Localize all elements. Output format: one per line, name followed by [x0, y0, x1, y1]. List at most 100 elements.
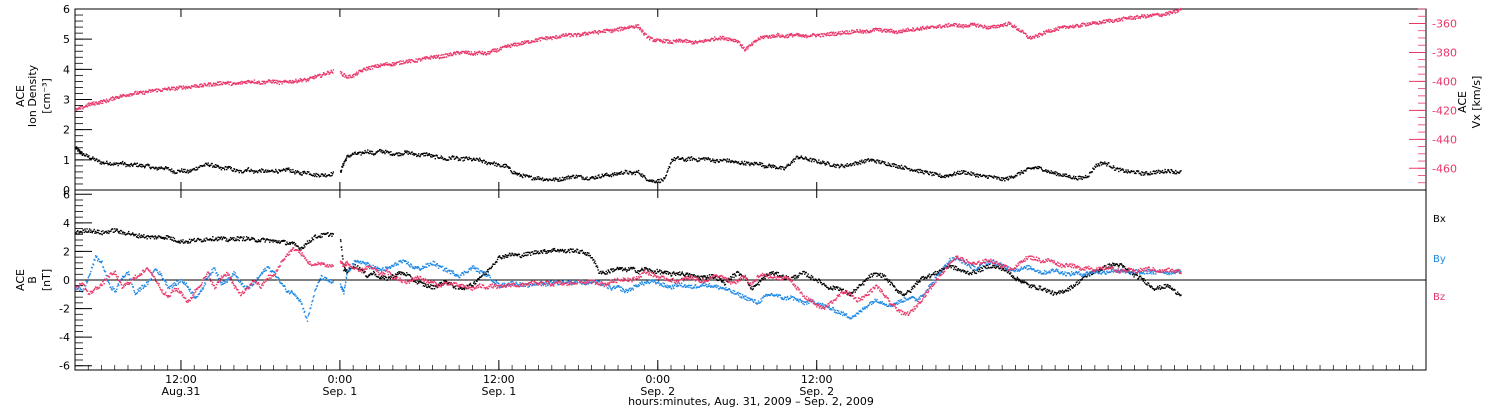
vx-point — [184, 86, 186, 88]
bx-point — [653, 272, 655, 274]
vx-point — [658, 39, 661, 42]
ion_density-point — [133, 162, 136, 164]
vx-point — [289, 79, 292, 82]
bx-point — [685, 272, 687, 274]
ion_density-point — [444, 158, 446, 160]
bx-point — [749, 287, 752, 289]
ion_density-point — [184, 168, 186, 171]
vx-point — [390, 65, 392, 67]
vx-point — [492, 48, 494, 51]
vx-point — [654, 38, 656, 41]
ion_density-point — [530, 175, 532, 177]
vx-point — [971, 22, 974, 24]
bx-point — [772, 271, 774, 273]
vx-point — [999, 25, 1001, 28]
bx-point — [291, 241, 293, 243]
vx-point — [926, 25, 928, 27]
vx-point — [1171, 12, 1173, 14]
vx-point — [273, 79, 275, 82]
bx-point — [508, 254, 510, 257]
vx-point — [360, 70, 362, 72]
vx-point — [178, 87, 180, 89]
ion_density-point — [298, 172, 301, 175]
bx-point — [884, 278, 886, 280]
vx-point — [539, 40, 542, 42]
vx-point — [219, 83, 221, 86]
ion_density-point — [477, 158, 479, 160]
vx-point — [1148, 16, 1150, 18]
top-right-ytick-label: -420 — [1432, 104, 1457, 117]
bx-point — [804, 273, 806, 275]
ion_density-point — [1081, 176, 1083, 178]
vx-point — [527, 41, 529, 43]
vx-point — [299, 80, 301, 82]
vx-point — [602, 31, 604, 33]
ion_density-point — [464, 157, 466, 159]
bx-point — [503, 257, 505, 259]
ion_density-point — [832, 164, 834, 166]
vx-point — [251, 81, 253, 84]
bx-point — [867, 277, 870, 279]
ion_density-point — [287, 168, 289, 170]
vx-point — [1033, 36, 1035, 38]
vx-point — [1147, 16, 1149, 18]
vx-point — [598, 30, 601, 32]
vx-point — [521, 43, 523, 46]
vx-point — [588, 31, 591, 33]
ion_density-point — [488, 162, 491, 164]
bx-point — [258, 240, 260, 243]
vx-point — [486, 52, 489, 55]
vx-point — [320, 76, 322, 78]
bx-point — [330, 233, 332, 235]
bx-point — [510, 255, 512, 257]
bx-point — [332, 233, 334, 235]
bx-point — [754, 285, 756, 287]
ion_density-point — [359, 151, 362, 153]
bx-point — [132, 232, 134, 234]
vx-point — [827, 34, 830, 36]
bx-point — [87, 231, 89, 233]
vx-point — [734, 38, 736, 41]
vx-point — [268, 79, 271, 81]
vx-point — [528, 42, 530, 44]
bx-point — [145, 235, 148, 237]
vx-point — [1077, 26, 1080, 28]
bx-point — [402, 273, 405, 276]
vx-point — [949, 24, 952, 27]
bx-point — [136, 236, 138, 238]
ion_density-point — [188, 171, 191, 173]
ion_density-point — [931, 174, 933, 177]
vx-point — [383, 64, 385, 67]
bx-point — [288, 241, 291, 244]
bx-point — [793, 274, 795, 277]
bx-point — [671, 274, 673, 277]
vx-point — [78, 106, 80, 109]
ion_density-point — [581, 176, 583, 178]
vx-point — [762, 37, 764, 40]
bx-point — [399, 271, 401, 273]
bx-point — [282, 240, 284, 242]
ion_density-point — [1048, 171, 1050, 173]
ion_density-point — [101, 161, 103, 163]
vx-point — [887, 28, 889, 31]
ion_density-point — [708, 158, 710, 160]
bx-point — [832, 289, 834, 291]
ion_density-point — [494, 164, 496, 167]
ion_density-point — [812, 158, 815, 160]
ion_density-point — [1090, 171, 1092, 174]
ion_density-point — [651, 181, 654, 183]
vx-point — [605, 28, 608, 30]
ion_density-point — [559, 177, 561, 179]
ion_density-point — [996, 178, 998, 180]
ion_density-point — [813, 160, 815, 163]
bx-point — [310, 241, 312, 243]
bx-point — [626, 270, 628, 273]
bx-point — [649, 268, 651, 271]
bx-point — [329, 234, 331, 236]
vx-point — [719, 35, 721, 38]
vx-point — [433, 55, 435, 57]
vx-point — [536, 40, 539, 42]
ion_density-point — [735, 160, 738, 163]
bx-point — [184, 242, 186, 244]
bx-point — [308, 239, 311, 242]
